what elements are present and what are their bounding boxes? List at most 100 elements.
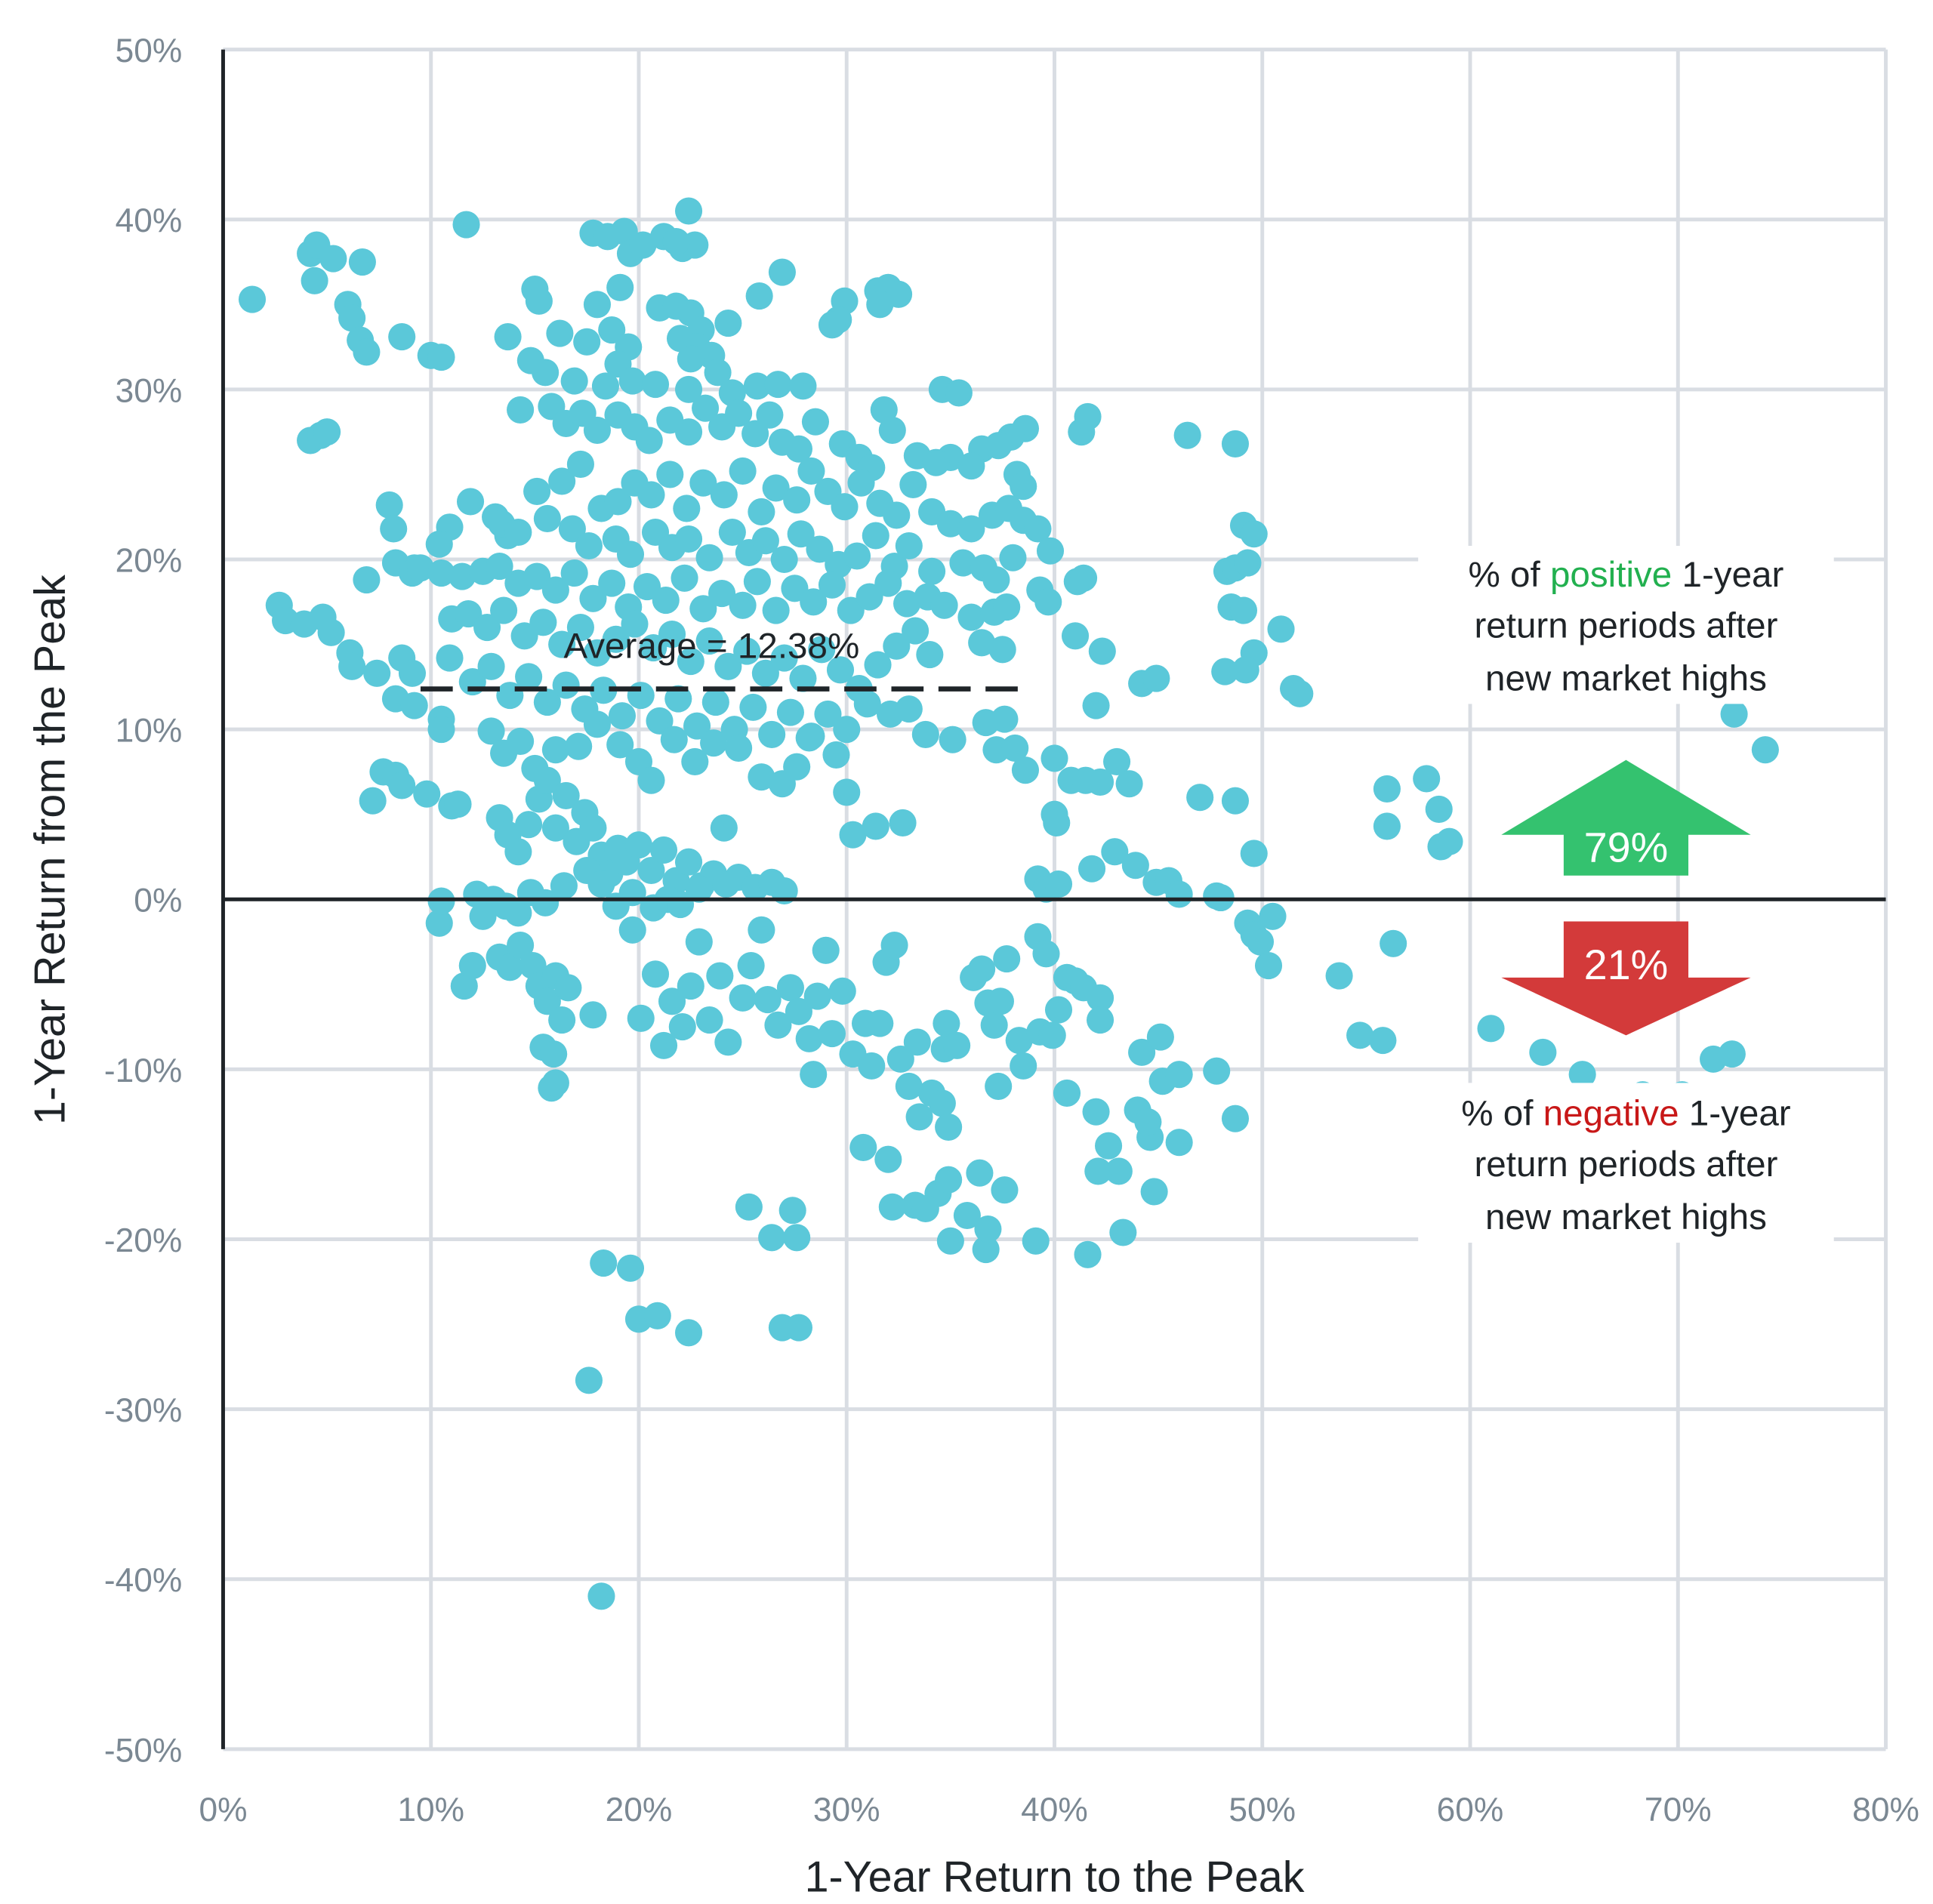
data-point (1043, 809, 1071, 837)
data-point (895, 531, 923, 560)
data-point (922, 448, 950, 476)
data-point (664, 685, 692, 713)
data-point (496, 954, 524, 981)
average-label: Average = 12.38% (563, 627, 859, 667)
data-point (656, 461, 684, 488)
data-point (837, 596, 865, 624)
data-point (400, 692, 428, 719)
data-point (999, 544, 1027, 572)
x-tick-label: 10% (397, 1792, 464, 1829)
data-point (301, 266, 328, 294)
data-point (748, 916, 775, 944)
data-point (406, 554, 435, 582)
data-point (1034, 588, 1062, 616)
data-point (1413, 765, 1441, 793)
data-point (785, 1314, 812, 1342)
data-point (776, 974, 804, 1002)
data-point (776, 698, 804, 726)
data-point (1115, 770, 1143, 798)
y-tick-label: 0% (134, 883, 182, 920)
data-point (1036, 537, 1065, 565)
data-point (1165, 1061, 1193, 1089)
data-point (1134, 1108, 1162, 1136)
data-point (993, 945, 1021, 973)
y-tick-label: 40% (116, 202, 183, 239)
data-point (675, 197, 703, 225)
data-point (714, 1028, 742, 1056)
data-point (968, 629, 996, 657)
y-tick-label: -10% (104, 1052, 182, 1089)
data-point (700, 729, 728, 757)
data-point (637, 766, 665, 794)
data-point (587, 1582, 615, 1610)
data-point (606, 731, 634, 759)
data-point (675, 375, 703, 403)
data-point (1024, 515, 1052, 543)
data-point (695, 544, 723, 572)
data-point (380, 515, 408, 543)
data-point (662, 227, 690, 256)
data-point (652, 586, 680, 615)
x-tick-label: 50% (1229, 1792, 1296, 1829)
data-point (1040, 744, 1068, 772)
data-point (1369, 1027, 1397, 1055)
data-point (748, 498, 775, 526)
data-point (785, 997, 812, 1025)
data-point (1088, 637, 1116, 665)
data-point (856, 583, 883, 611)
data-point (675, 848, 703, 876)
data-point (1044, 870, 1073, 898)
data-point (729, 984, 757, 1012)
y-tick-label: 50% (116, 32, 183, 69)
data-point (565, 732, 593, 760)
data-point (704, 359, 732, 387)
data-point (758, 1224, 786, 1252)
data-point (986, 987, 1014, 1015)
data-point (911, 1194, 939, 1223)
y-tick-label: -40% (104, 1562, 182, 1599)
data-point (1146, 1023, 1174, 1051)
data-point (735, 1193, 763, 1221)
data-point (1087, 1006, 1114, 1034)
data-point (552, 781, 580, 809)
data-point (427, 344, 455, 371)
data-point (980, 1011, 1008, 1039)
data-point (710, 481, 738, 509)
data-point (930, 591, 958, 619)
data-point (839, 821, 867, 849)
data-point (507, 396, 535, 424)
data-point (905, 1103, 933, 1131)
data-point (1751, 736, 1779, 764)
data-point (866, 291, 894, 319)
x-tick-label: 20% (606, 1792, 673, 1829)
data-point (781, 575, 809, 602)
x-tick-label: 70% (1645, 1792, 1712, 1829)
data-point (629, 231, 657, 259)
data-point (988, 636, 1016, 664)
data-point (862, 812, 889, 840)
data-points (238, 197, 1779, 1610)
data-point (745, 282, 773, 310)
data-point (880, 931, 908, 960)
data-point (533, 504, 561, 533)
data-point (801, 408, 830, 436)
data-point (803, 982, 831, 1010)
data-point (649, 1031, 678, 1059)
data-point (985, 432, 1013, 460)
data-point (957, 452, 985, 480)
data-point (507, 931, 535, 960)
data-point (729, 591, 757, 619)
data-point (529, 608, 557, 636)
data-point (477, 717, 505, 745)
data-point (637, 481, 665, 509)
data-point (427, 716, 455, 744)
data-point (1211, 658, 1239, 686)
data-point (710, 814, 738, 842)
data-point (675, 525, 703, 553)
data-point (504, 838, 532, 866)
y-tick-label: -50% (104, 1732, 182, 1769)
positive-note-line1: % of positive 1-year (1469, 555, 1784, 595)
data-point (748, 763, 775, 791)
negative-percent: 21% (1584, 941, 1669, 988)
